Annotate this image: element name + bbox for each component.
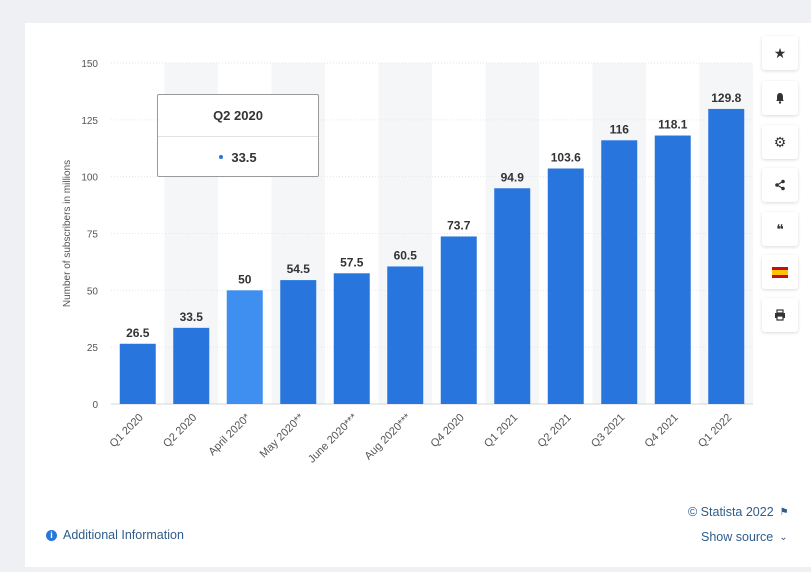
bar-chart: 0 25 50 75 100 125 150 Number of subscribers in… — [62, 59, 753, 466]
y-tick-label: 125 — [81, 116, 98, 127]
quote-icon: ❝ — [776, 220, 784, 237]
bar-value-label: 94.9 — [501, 170, 525, 184]
bar — [173, 327, 210, 404]
y-axis-label: Number of subscribers in millions — [62, 160, 73, 307]
star-icon: ★ — [773, 44, 787, 61]
series-dot-icon — [219, 155, 224, 159]
bar-value-label: 54.5 — [287, 262, 311, 276]
bar-value-label: 73.7 — [447, 218, 471, 232]
x-tick-label: Q1 2021 — [482, 412, 520, 450]
bar — [601, 140, 638, 404]
bar — [226, 290, 263, 404]
y-tick-label: 0 — [92, 400, 98, 411]
favorite-button[interactable]: ★ — [762, 36, 798, 70]
bar — [119, 343, 156, 404]
bar-value-label: 50 — [238, 272, 252, 286]
print-icon — [775, 309, 785, 321]
x-tick-label: May 2020** — [258, 411, 307, 460]
bar — [387, 266, 424, 404]
bar-value-label: 60.5 — [394, 248, 418, 262]
copyright-link[interactable]: © Statista 2022 ⚑ — [688, 505, 789, 519]
bar — [708, 108, 745, 405]
y-tick-label: 75 — [87, 230, 99, 241]
y-tick-label: 50 — [87, 286, 99, 297]
chart-tooltip: Q2 2020 33.5 — [157, 94, 319, 177]
show-source-label: Show source — [701, 530, 774, 544]
bar-value-label: 57.5 — [340, 255, 364, 269]
x-tick-label: April 2020* — [206, 411, 253, 458]
x-tick-label: Q2 2020 — [161, 412, 199, 450]
bar — [333, 273, 370, 404]
x-tick-label: Q1 2022 — [696, 412, 734, 450]
show-source-link[interactable]: Show source ⌄ — [701, 530, 788, 544]
y-tick-label: 25 — [87, 343, 99, 354]
copyright-label: © Statista 2022 — [688, 505, 774, 519]
bar — [280, 280, 317, 404]
bar-value-label: 103.6 — [551, 150, 581, 164]
print-button[interactable] — [762, 298, 798, 332]
additional-information-link[interactable]: i Additional Information — [46, 528, 184, 542]
chevron-down-icon: ⌄ — [779, 531, 788, 543]
bar — [547, 168, 584, 404]
additional-information-label: Additional Information — [63, 528, 184, 542]
bar-value-label: 116 — [610, 122, 630, 136]
gear-icon: ⚙ — [773, 133, 787, 150]
flag-icon: ⚑ — [779, 506, 789, 518]
y-tick-label: 100 — [81, 173, 98, 184]
x-tick-label: June 2020*** — [306, 411, 360, 465]
bar — [440, 236, 477, 404]
bar-value-label: 129.8 — [711, 91, 741, 105]
bar — [494, 188, 531, 404]
cite-button[interactable]: ❝ — [762, 212, 798, 246]
bar-value-label: 26.5 — [126, 326, 150, 340]
share-icon — [775, 179, 785, 191]
bar-value-label: 33.5 — [180, 310, 204, 324]
language-button[interactable] — [762, 255, 798, 289]
x-tick-label: Q1 2020 — [108, 412, 146, 450]
info-icon: i — [46, 529, 57, 541]
notification-button[interactable] — [762, 81, 798, 115]
bar — [654, 135, 691, 404]
x-tick-label: Q4 2020 — [429, 412, 467, 450]
tooltip-value: 33.5 — [231, 149, 257, 165]
language-flag-icon — [772, 266, 788, 278]
chart-card: 0 25 50 75 100 125 150 Number of subscribers in… — [25, 23, 811, 567]
settings-button[interactable]: ⚙ — [762, 125, 798, 159]
bar-value-label: 118.1 — [658, 118, 688, 132]
x-tick-label: Aug 2020*** — [362, 411, 413, 462]
x-tick-label: Q4 2021 — [643, 412, 681, 450]
tooltip-title: Q2 2020 — [158, 95, 318, 137]
x-tick-label: Q2 2021 — [536, 412, 574, 450]
y-tick-label: 150 — [81, 59, 98, 70]
bell-icon — [776, 93, 784, 104]
share-button[interactable] — [762, 168, 798, 202]
x-tick-label: Q3 2021 — [589, 412, 627, 450]
tooltip-value-row: 33.5 — [158, 137, 318, 177]
